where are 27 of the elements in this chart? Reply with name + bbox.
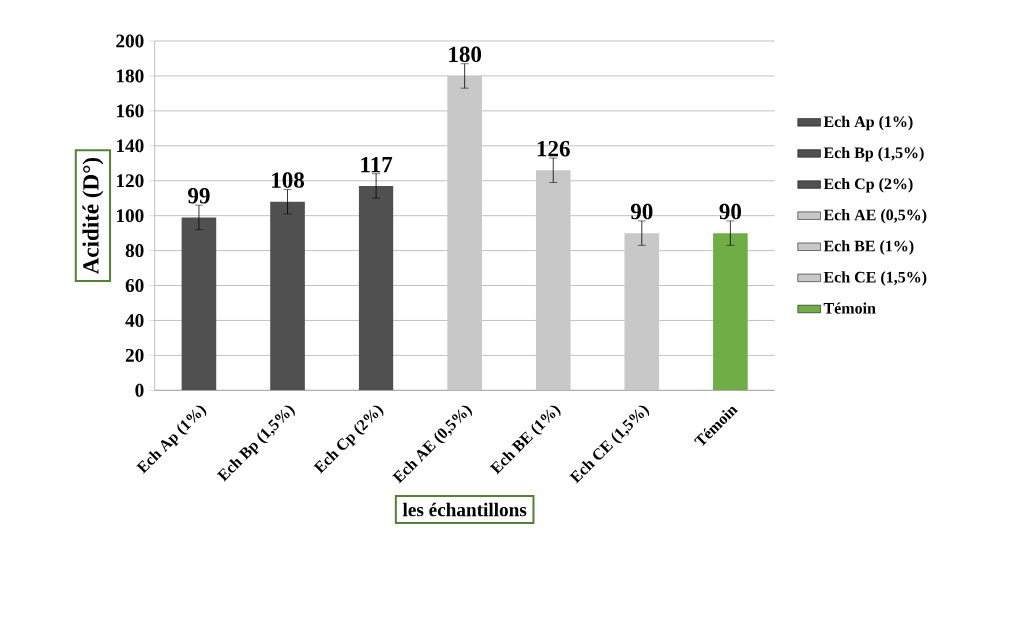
y-tick-label: 200 [116, 34, 144, 48]
legend-label: Ech Ap (1%) [823, 115, 913, 131]
data-label: 90 [630, 203, 653, 220]
data-label: 90 [719, 203, 742, 220]
legend-label: Ech AE (0,5%) [823, 209, 927, 224]
legend-label: Ech Bp (1,5%) [823, 146, 924, 162]
y-tick-label: 140 [117, 139, 144, 153]
data-label: 117 [361, 156, 393, 173]
y-tick-label: 60 [125, 279, 144, 293]
data-label: 108 [272, 172, 305, 188]
y-tick-label: 100 [117, 209, 144, 223]
legend-label: Ech CE (1,5%) [823, 271, 927, 286]
data-label: 99 [188, 188, 210, 204]
x-axis-title: les échantillons [402, 502, 527, 517]
legend-label: Ech BE (1%) [823, 240, 914, 255]
y-tick-label: 20 [125, 348, 144, 362]
y-tick-label: 0 [135, 383, 144, 397]
y-tick-label: 40 [125, 313, 144, 327]
data-label: 126 [537, 140, 570, 157]
y-tick-label: 160 [117, 104, 144, 118]
legend-label: Ech Cp (2%) [823, 178, 913, 193]
y-tick-label: 120 [117, 174, 144, 188]
legend-label: Témoin [823, 302, 876, 314]
y-tick-label: 80 [125, 244, 144, 258]
y-axis-title: Acidité (D°) [82, 157, 104, 275]
data-label: 180 [449, 46, 482, 63]
y-tick-label: 180 [117, 69, 144, 83]
